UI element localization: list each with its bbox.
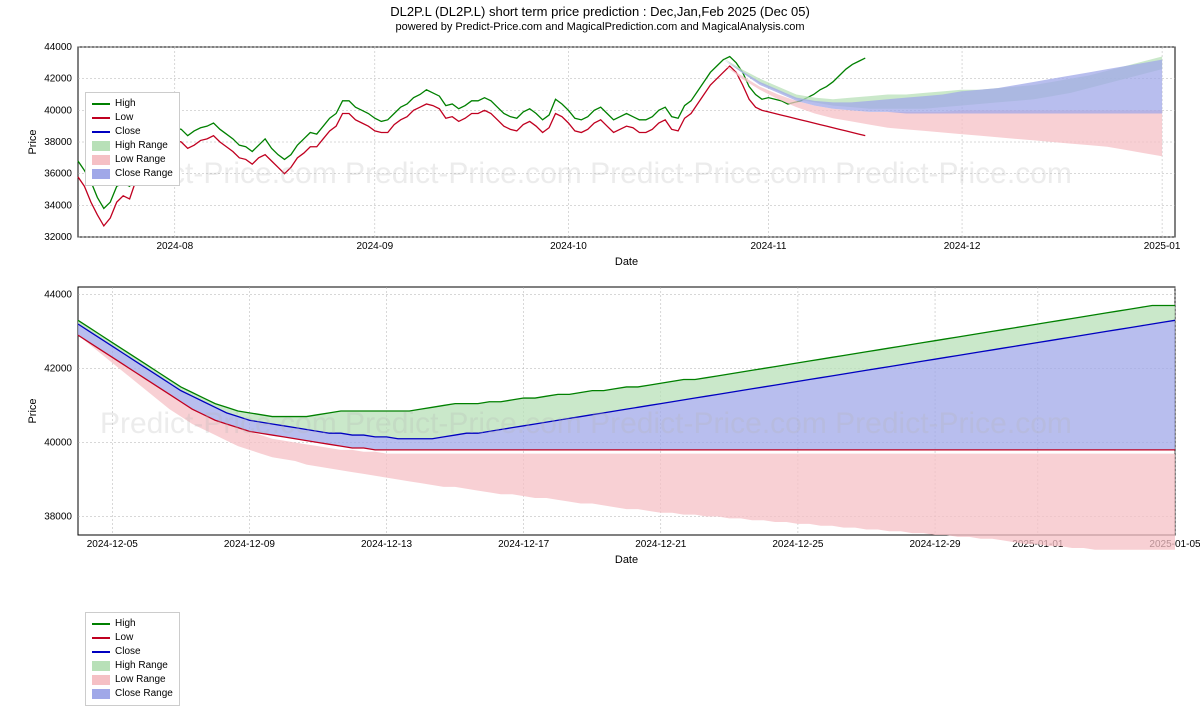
- legend-item: Close Range: [92, 687, 173, 701]
- svg-text:32000: 32000: [44, 232, 72, 243]
- chart-title: DL2P.L (DL2P.L) short term price predict…: [0, 0, 1200, 19]
- svg-text:2024-08: 2024-08: [156, 241, 193, 252]
- svg-text:44000: 44000: [44, 289, 72, 300]
- svg-text:2024-12-21: 2024-12-21: [635, 539, 687, 550]
- svg-text:36000: 36000: [44, 169, 72, 180]
- svg-text:42000: 42000: [44, 74, 72, 85]
- top-chart-svg: 32000 34000 36000 38000 40000 42000 44000 2024-…: [0, 37, 1200, 277]
- legend-item: Low Range: [92, 673, 173, 687]
- legend-item: Close: [92, 645, 173, 659]
- svg-text:2024-12-09: 2024-12-09: [224, 539, 276, 550]
- svg-text:38000: 38000: [44, 511, 72, 522]
- svg-text:2024-12-17: 2024-12-17: [498, 539, 550, 550]
- svg-text:2025-01: 2025-01: [1144, 241, 1181, 252]
- legend-item: High: [92, 97, 173, 111]
- svg-text:2024-11: 2024-11: [750, 241, 786, 252]
- bottom-chart: Predict-Price.com Predict-Price.com Pred…: [0, 277, 1200, 577]
- svg-text:42000: 42000: [44, 363, 72, 374]
- svg-text:2024-09: 2024-09: [356, 241, 393, 252]
- svg-text:34000: 34000: [44, 200, 72, 211]
- chart-subtitle: powered by Predict-Price.com and Magical…: [0, 19, 1200, 37]
- bottom-legend: HighLowCloseHigh RangeLow RangeClose Ran…: [85, 612, 180, 706]
- legend-item: Low: [92, 631, 173, 645]
- legend-item: High Range: [92, 139, 173, 153]
- svg-text:Date: Date: [615, 554, 638, 566]
- svg-text:Price: Price: [27, 129, 39, 154]
- legend-item: Low: [92, 111, 173, 125]
- legend-item: High: [92, 617, 173, 631]
- svg-text:40000: 40000: [44, 437, 72, 448]
- svg-text:40000: 40000: [44, 105, 72, 116]
- svg-text:2024-10: 2024-10: [550, 241, 587, 252]
- legend-item: Low Range: [92, 153, 173, 167]
- svg-text:2024-12-13: 2024-12-13: [361, 539, 413, 550]
- bottom-chart-svg: 38000 40000 42000 44000 2024-12-05 2024-12-09…: [0, 277, 1200, 577]
- svg-text:2024-12-25: 2024-12-25: [772, 539, 824, 550]
- top-chart: Predict-Price.com Predict-Price.com Pred…: [0, 37, 1200, 277]
- legend-item: High Range: [92, 659, 173, 673]
- svg-text:44000: 44000: [44, 42, 72, 53]
- svg-text:2024-12: 2024-12: [944, 241, 981, 252]
- svg-text:Price: Price: [27, 398, 39, 423]
- legend-item: Close: [92, 125, 173, 139]
- legend-item: Close Range: [92, 167, 173, 181]
- svg-text:Date: Date: [615, 256, 638, 268]
- svg-text:2024-12-29: 2024-12-29: [909, 539, 961, 550]
- svg-text:2024-12-05: 2024-12-05: [87, 539, 139, 550]
- top-legend: HighLowCloseHigh RangeLow RangeClose Ran…: [85, 92, 180, 186]
- svg-text:38000: 38000: [44, 137, 72, 148]
